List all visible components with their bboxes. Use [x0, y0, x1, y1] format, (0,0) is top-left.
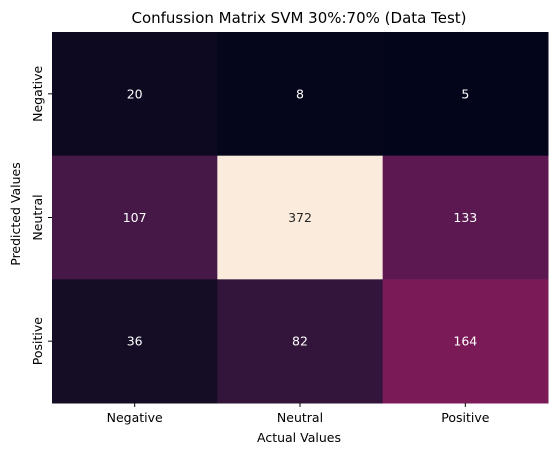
y-axis-label: Predicted Values	[8, 162, 23, 266]
heatmap-cell-1-1	[217, 155, 384, 280]
x-tick-label-1: Neutral	[277, 410, 323, 425]
heatmap-cell-2-2	[382, 279, 549, 404]
cell-value-1-2: 133	[453, 210, 477, 225]
heatmap-cells: 20 8 5 107 372 133 36 82 164	[52, 32, 549, 404]
y-tick-label-2: Positive	[30, 317, 45, 365]
y-tick-label-0: Negative	[30, 65, 45, 121]
heatmap-cell-0-1	[217, 32, 384, 157]
heatmap-cell-0-0	[52, 32, 218, 157]
cell-value-2-0: 36	[127, 334, 143, 349]
heatmap-cell-2-0	[52, 279, 218, 404]
chart-title: Confussion Matrix SVM 30%:70% (Data Test…	[131, 9, 466, 27]
x-tick-label-2: Positive	[441, 410, 489, 425]
heatmap-cell-2-1	[217, 279, 384, 404]
heatmap-cell-1-0	[52, 155, 218, 280]
x-tick-label-0: Negative	[107, 410, 163, 425]
cell-value-0-1: 8	[296, 86, 304, 101]
cell-value-2-2: 164	[453, 334, 477, 349]
cell-value-0-0: 20	[127, 86, 143, 101]
cell-value-2-1: 82	[292, 334, 308, 349]
y-tick-label-1: Neutral	[30, 194, 45, 240]
y-axis-ticks: Negative Neutral Positive	[30, 65, 52, 365]
cell-value-1-1: 372	[288, 210, 312, 225]
cell-value-0-2: 5	[461, 86, 469, 101]
heatmap-cell-0-2	[382, 32, 549, 157]
heatmap-cell-1-2	[382, 155, 549, 280]
x-axis-label: Actual Values	[257, 430, 341, 445]
x-axis-ticks: Negative Neutral Positive	[107, 403, 490, 425]
cell-value-1-0: 107	[123, 210, 147, 225]
